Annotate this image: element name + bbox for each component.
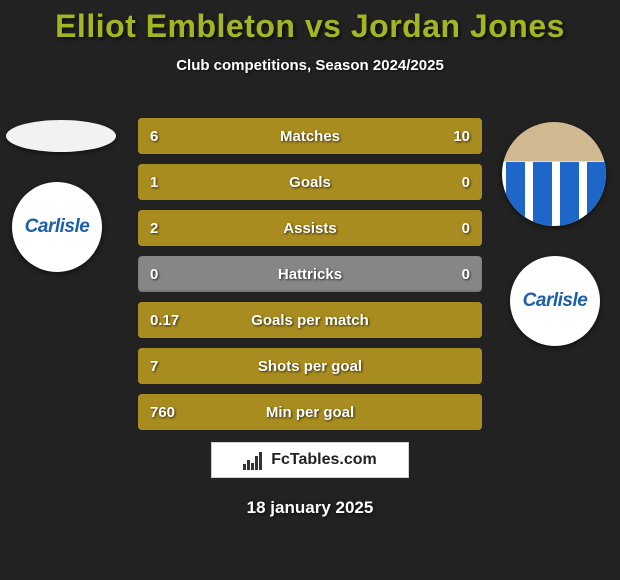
club-badge-right-text: Carlisle [523,290,588,312]
brand-badge: FcTables.com [211,442,409,478]
stat-label: Matches [138,118,482,154]
stat-label: Min per goal [138,394,482,430]
stat-row: 00Hattricks [138,256,482,292]
stat-row: 7Shots per goal [138,348,482,384]
right-player-column: Carlisle [502,120,612,346]
brand-chart-icon [243,450,265,470]
stat-row: 760Min per goal [138,394,482,430]
page-title: Elliot Embleton vs Jordan Jones [0,0,620,45]
stat-row: 0.17Goals per match [138,302,482,338]
stat-label: Hattricks [138,256,482,292]
brand-text: FcTables.com [271,451,377,469]
stat-label: Goals [138,164,482,200]
club-badge-left-text: Carlisle [25,216,90,238]
stat-row: 610Matches [138,118,482,154]
club-badge-left: Carlisle [12,182,102,272]
stats-bars: 610Matches 10Goals 20Assists 00Hattricks 0.1… [138,118,482,440]
stat-row: 10Goals [138,164,482,200]
player-photo-placeholder-left [6,120,116,152]
stat-label: Shots per goal [138,348,482,384]
club-badge-right: Carlisle [510,256,600,346]
jersey-stripes [502,122,606,226]
player-photo-right [502,122,606,226]
stat-label: Assists [138,210,482,246]
left-player-column: Carlisle [6,120,116,272]
date-text: 18 january 2025 [0,498,620,518]
stat-row: 20Assists [138,210,482,246]
stat-label: Goals per match [138,302,482,338]
page-subtitle: Club competitions, Season 2024/2025 [0,57,620,74]
